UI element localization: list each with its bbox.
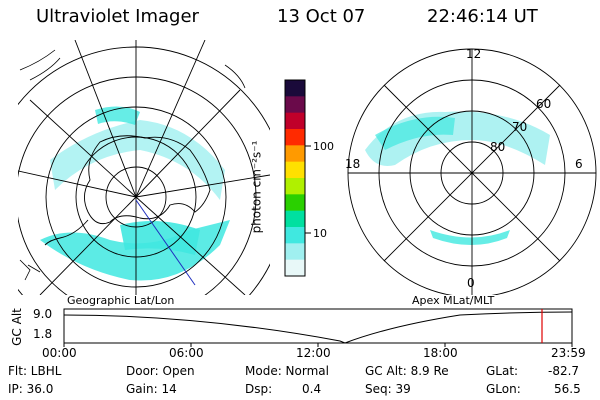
ip-readout: IP: 36.0 <box>8 382 54 396</box>
seq-readout: Seq: 39 <box>365 382 411 396</box>
altitude-xtick-0600: 06:00 <box>169 346 204 360</box>
colorbar-band <box>285 96 305 114</box>
magnetic-caption: Apex MLat/MLT <box>412 294 495 307</box>
time-readout: 22:46:14 UT <box>427 6 538 27</box>
colorbar-band <box>285 145 305 163</box>
mlt-label-12: 12 <box>466 47 482 61</box>
colorbar-band <box>285 194 305 212</box>
filter-readout: Flt: LBHL <box>8 364 62 378</box>
altitude-ylabel: GC Alt <box>10 308 24 346</box>
colorbar <box>284 79 311 277</box>
colorbar-band <box>285 210 305 228</box>
colorbar-unit-label: photon cm⁻²s⁻¹ <box>249 140 264 234</box>
colorbar-band <box>285 178 305 195</box>
altitude-ytick-1-8: 1.8 <box>33 327 53 341</box>
glat-value: -82.7 <box>548 364 580 378</box>
app-title: Ultraviolet Imager <box>36 6 199 27</box>
date-readout: 13 Oct 07 <box>277 6 366 27</box>
colorbar-tick-10: 10 <box>313 227 327 240</box>
geo-auroral-emission <box>18 40 270 295</box>
colorbar-band <box>285 129 305 146</box>
colorbar-band <box>285 80 305 97</box>
door-readout: Door: Open <box>126 364 195 378</box>
glat-label: GLat: <box>486 364 519 378</box>
colorbar-band <box>285 227 305 244</box>
altitude-xtick-0000: 00:00 <box>42 346 77 360</box>
altitude-xtick-1800: 18:00 <box>423 346 458 360</box>
coastline-outline <box>84 135 211 225</box>
mlat-label-60: 60 <box>536 97 552 111</box>
glon-value: 56.5 <box>554 382 581 396</box>
colorbar-tick-100: 100 <box>313 140 334 153</box>
mode-readout: Mode: Normal <box>245 364 329 378</box>
mlat-label-80: 80 <box>490 140 506 154</box>
altitude-ytick-9: 9.0 <box>33 307 53 321</box>
altitude-xtick-2359: 23:59 <box>551 346 586 360</box>
colorbar-band <box>285 161 305 179</box>
gc-alt-readout: GC Alt: 8.9 Re <box>365 364 449 378</box>
geographic-caption: Geographic Lat/Lon <box>67 294 175 307</box>
altitude-trace <box>63 311 573 344</box>
dsp-label: Dsp: <box>245 382 273 396</box>
colorbar-band <box>285 259 305 277</box>
mlat-label-70: 70 <box>512 120 528 134</box>
gain-readout: Gain: 14 <box>126 382 177 396</box>
geographic-map <box>18 40 270 295</box>
colorbar-band <box>285 243 305 261</box>
altitude-xtick-1200: 12:00 <box>296 346 331 360</box>
glon-label: GLon: <box>486 382 521 396</box>
colorbar-band <box>285 112 305 130</box>
altitude-plot <box>63 308 573 347</box>
magnetic-map <box>347 48 597 295</box>
mlt-label-6: 6 <box>575 157 583 171</box>
dsp-value: 0.4 <box>302 382 322 396</box>
mlt-label-18: 18 <box>345 157 361 171</box>
mlt-label-0: 0 <box>467 276 475 290</box>
mag-auroral-emission <box>365 111 550 245</box>
